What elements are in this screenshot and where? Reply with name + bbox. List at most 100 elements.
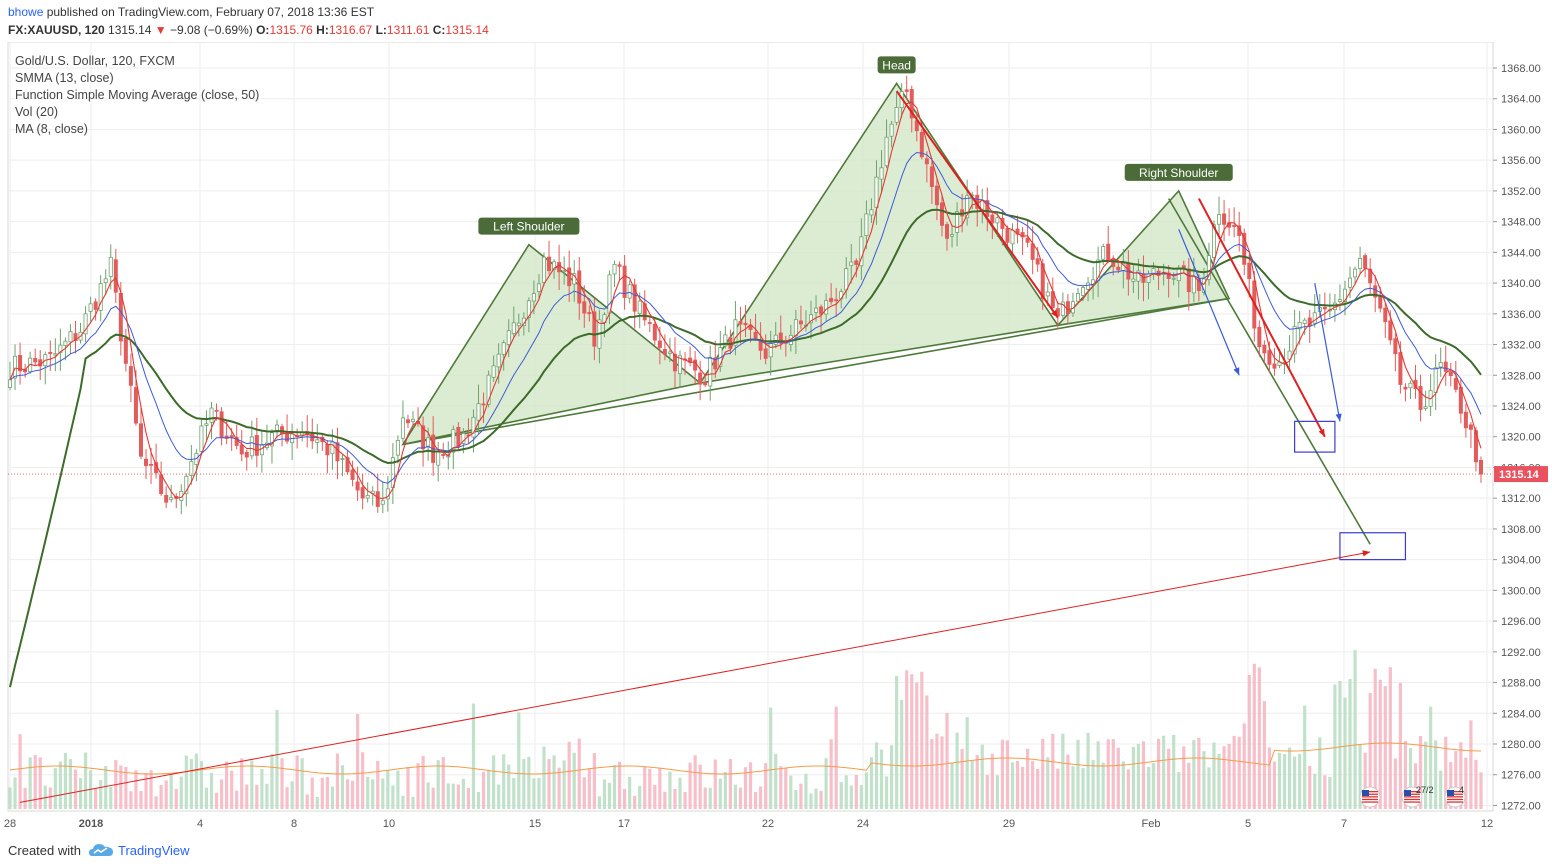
y-tick-label: 1288.00 (1501, 678, 1541, 690)
volume-bar (678, 777, 682, 809)
candle-body (48, 351, 53, 355)
candle-body (209, 407, 214, 423)
volume-bar (1262, 701, 1266, 809)
us-flag-event-icon[interactable]: 4 (1444, 785, 1466, 808)
volume-bar (1373, 668, 1377, 809)
volume-bar (78, 778, 83, 809)
volume-bar (255, 784, 259, 809)
candle-body (496, 353, 501, 368)
candle-body (169, 497, 174, 500)
volume-bar (1061, 733, 1065, 809)
volume-bar (209, 772, 214, 809)
volume-bar (179, 776, 183, 809)
tradingview-brand-link[interactable]: TradingView (118, 843, 190, 858)
candle-body (894, 107, 899, 123)
volume-bar (1454, 751, 1458, 809)
volume-bar (1121, 761, 1125, 809)
symbol-name: FX:XAUUSD, 120 (8, 23, 105, 37)
candle-body (1086, 282, 1091, 290)
username-link[interactable]: bhowe (8, 5, 44, 19)
candle-body (244, 451, 249, 458)
us-flag-event-icon[interactable] (1359, 786, 1381, 808)
volume-bar (94, 788, 98, 809)
volume-bar (920, 671, 924, 809)
candle-body (1448, 371, 1453, 377)
legend-ma8[interactable]: MA (8, close) (15, 122, 88, 136)
us-flag-event-icon[interactable]: 27/2 (1401, 785, 1434, 808)
candle-body (164, 495, 169, 503)
candle-body (1222, 213, 1227, 225)
volume-bar (1036, 768, 1040, 809)
legend-smma[interactable]: SMMA (13, close) (15, 71, 114, 85)
volume-bar (1227, 743, 1231, 809)
volume-bar (930, 738, 934, 809)
volume-bar (527, 756, 531, 809)
candle-body (1040, 263, 1045, 300)
volume-bar (1393, 758, 1397, 809)
flag-stripe (1362, 796, 1378, 798)
flag-stripe (1404, 793, 1420, 795)
y-tick-label: 1356.00 (1501, 155, 1541, 167)
volume-bar (391, 785, 395, 809)
candle-body (1101, 246, 1106, 260)
volume-bar (522, 758, 526, 809)
y-tick-label: 1328.00 (1501, 370, 1541, 382)
volume-bar (612, 765, 617, 809)
candle-body (1393, 338, 1398, 355)
candle-body (1106, 243, 1111, 261)
candle-body (567, 267, 572, 287)
volume-bar (572, 752, 576, 809)
candle-body (834, 299, 839, 302)
volume-bar (708, 787, 712, 809)
candle-body (1206, 255, 1211, 280)
candle-body (1433, 367, 1438, 393)
volume-bar (990, 753, 994, 809)
candle-body (421, 425, 426, 450)
candle-body (184, 475, 189, 495)
candle-body (345, 457, 350, 473)
candle-body (562, 270, 567, 273)
target-box (1339, 532, 1407, 561)
volume-bar (300, 758, 304, 809)
published-text: published on TradingView.com, February 0… (43, 5, 375, 19)
x-tick-label: 12 (1481, 818, 1493, 830)
candle-body (506, 330, 511, 345)
volume-bar (270, 753, 274, 809)
volume-bar (1162, 735, 1166, 809)
volume-bar (1177, 772, 1181, 809)
volume-bar (1252, 663, 1256, 809)
volume-bar (184, 755, 188, 809)
volume-bar (1101, 762, 1105, 809)
candle-body (622, 265, 627, 298)
candle-body (965, 195, 970, 219)
volume-bar (673, 789, 677, 809)
volume-bar (63, 752, 68, 809)
volume-bar (567, 741, 571, 809)
volume-bar (512, 778, 516, 809)
flag-stripe (1404, 796, 1420, 798)
volume-bar (774, 753, 778, 809)
legend-volume[interactable]: Vol (20) (15, 105, 59, 119)
blue-arrow-2-head (1335, 413, 1342, 422)
volume-bar (73, 769, 78, 809)
candle-body (1383, 307, 1388, 323)
volume-bar (819, 790, 823, 809)
candle-body (1212, 224, 1217, 258)
legend-sma50[interactable]: Function Simple Moving Average (close, 5… (15, 88, 260, 102)
red-arrow-right-decline-head (1318, 428, 1325, 437)
tradingview-logo-icon[interactable] (88, 840, 114, 860)
left-shoulder-triangle (401, 243, 703, 446)
red-arrow-head-decline (895, 90, 1059, 319)
volume-bar (476, 791, 481, 809)
volume-bar (260, 768, 264, 809)
volume-bar (38, 757, 42, 809)
volume-bar (960, 748, 964, 809)
volume-bar (1015, 760, 1020, 809)
candle-body (1423, 406, 1428, 409)
candle-body (864, 213, 869, 236)
volume-bar (728, 759, 732, 809)
volume-bar (366, 776, 370, 809)
candle-body (365, 495, 370, 499)
volume-bar (910, 674, 914, 809)
